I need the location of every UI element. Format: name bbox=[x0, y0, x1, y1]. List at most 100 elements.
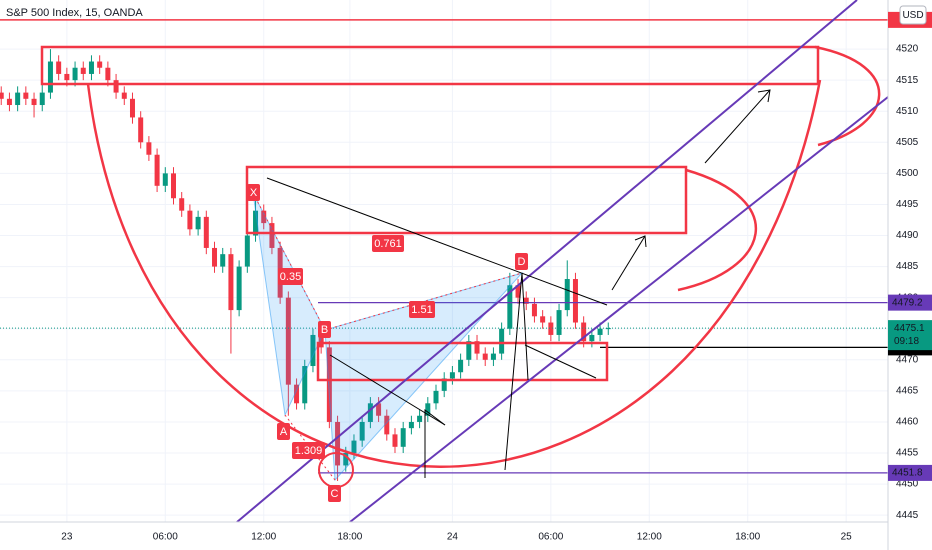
candle-body bbox=[449, 372, 455, 379]
x-tick-label: 18:00 bbox=[735, 532, 760, 543]
drawings bbox=[40, 0, 889, 523]
countdown-label: 09:18 bbox=[894, 336, 919, 347]
price-tag-label: 4451.8 bbox=[892, 468, 923, 479]
candle-body bbox=[0, 92, 4, 99]
y-tick-label: 4505 bbox=[896, 137, 919, 148]
candle-body bbox=[253, 210, 259, 236]
x-tick-label: 06:00 bbox=[538, 532, 563, 543]
trend-line bbox=[266, 177, 608, 306]
candle-body bbox=[408, 421, 414, 429]
cup-curve bbox=[86, 79, 822, 468]
candle-body bbox=[458, 359, 464, 373]
candle-body bbox=[294, 384, 300, 404]
candle-body bbox=[318, 334, 324, 348]
candle-body bbox=[433, 390, 439, 404]
candle-body bbox=[97, 61, 103, 68]
arrow-head bbox=[757, 89, 771, 103]
label-box bbox=[278, 268, 303, 285]
y-tick-label: 4510 bbox=[896, 106, 919, 117]
axes: 4445445044554460446544704475448044854490… bbox=[61, 11, 932, 543]
price-tag bbox=[888, 320, 932, 351]
pattern-point: X bbox=[250, 187, 258, 199]
candle-body bbox=[425, 403, 431, 416]
candle-body bbox=[564, 279, 570, 311]
y-tick-label: 4465 bbox=[896, 386, 919, 397]
x-tick-label: 12:00 bbox=[637, 532, 662, 543]
price-axis bbox=[888, 0, 932, 550]
candle-body bbox=[499, 328, 505, 354]
candle-body bbox=[507, 285, 513, 329]
arrow bbox=[611, 235, 646, 291]
y-tick-label: 4455 bbox=[896, 448, 919, 459]
candle-body bbox=[23, 92, 29, 99]
y-tick-label: 4500 bbox=[896, 168, 919, 179]
candle-body bbox=[597, 328, 603, 335]
candle-body bbox=[47, 61, 53, 93]
candle-body bbox=[121, 92, 127, 99]
arc bbox=[814, 45, 881, 147]
candle-body bbox=[56, 61, 62, 74]
candle-body bbox=[302, 366, 308, 404]
price-tag-label: 4475.1 bbox=[894, 323, 925, 334]
candle-body bbox=[335, 421, 341, 466]
candle-body bbox=[220, 254, 226, 267]
candle-body bbox=[441, 378, 447, 391]
currency-button[interactable] bbox=[899, 5, 927, 25]
y-tick-label: 4495 bbox=[896, 199, 919, 210]
y-tick-label: 4490 bbox=[896, 230, 919, 241]
candle-body bbox=[162, 173, 168, 186]
candle-body bbox=[572, 279, 578, 323]
x-tick-label: 12:00 bbox=[251, 532, 276, 543]
candle-body bbox=[343, 453, 349, 466]
pattern-point: D bbox=[518, 256, 526, 268]
harmonic-dotted bbox=[252, 192, 523, 331]
label-box bbox=[409, 301, 435, 318]
candle-body bbox=[72, 67, 78, 81]
candle-body bbox=[80, 67, 86, 74]
grid bbox=[0, 0, 888, 522]
candle-body bbox=[417, 415, 423, 422]
trend-line bbox=[504, 272, 529, 471]
candle-body bbox=[244, 235, 250, 267]
candle-body bbox=[523, 297, 529, 304]
candle-body bbox=[589, 334, 595, 342]
chart-title: S&P 500 Index, 15, OANDA bbox=[6, 7, 143, 19]
candle-body bbox=[6, 98, 12, 106]
candle-body bbox=[195, 216, 201, 230]
candle-body bbox=[236, 266, 242, 311]
candle-body bbox=[212, 247, 218, 267]
candle-body bbox=[515, 285, 521, 298]
y-tick-label: 4485 bbox=[896, 261, 919, 272]
zone-box bbox=[40, 45, 820, 86]
x-tick-label: 25 bbox=[841, 532, 853, 543]
candle-body bbox=[531, 303, 537, 317]
arrow bbox=[704, 89, 771, 164]
label-box bbox=[515, 253, 528, 270]
label-box bbox=[318, 321, 331, 338]
candle-body bbox=[310, 334, 316, 367]
currency-label: USD bbox=[902, 10, 923, 21]
candle-body bbox=[359, 421, 365, 441]
candle-body bbox=[392, 434, 398, 447]
candle-body bbox=[187, 210, 193, 230]
zone-box bbox=[316, 341, 609, 382]
candle-body bbox=[64, 73, 70, 81]
candle-body bbox=[129, 98, 135, 118]
candle-body bbox=[105, 67, 111, 81]
candle-body bbox=[376, 403, 382, 416]
y-tick-label: 4515 bbox=[896, 75, 919, 86]
candle-body bbox=[138, 117, 144, 143]
pattern-point: A bbox=[280, 426, 288, 438]
trend-line bbox=[329, 354, 446, 426]
label-box bbox=[277, 423, 290, 440]
candle-body bbox=[490, 353, 496, 360]
candle-body bbox=[367, 403, 373, 422]
pattern-labels: X A B C D 0.761 0.35 1.51 1.309 bbox=[247, 184, 528, 502]
candle-body bbox=[482, 353, 488, 360]
candles bbox=[0, 49, 611, 481]
trend-line bbox=[524, 344, 597, 379]
candle-body bbox=[285, 297, 291, 385]
x-tick-label: 23 bbox=[61, 532, 73, 543]
